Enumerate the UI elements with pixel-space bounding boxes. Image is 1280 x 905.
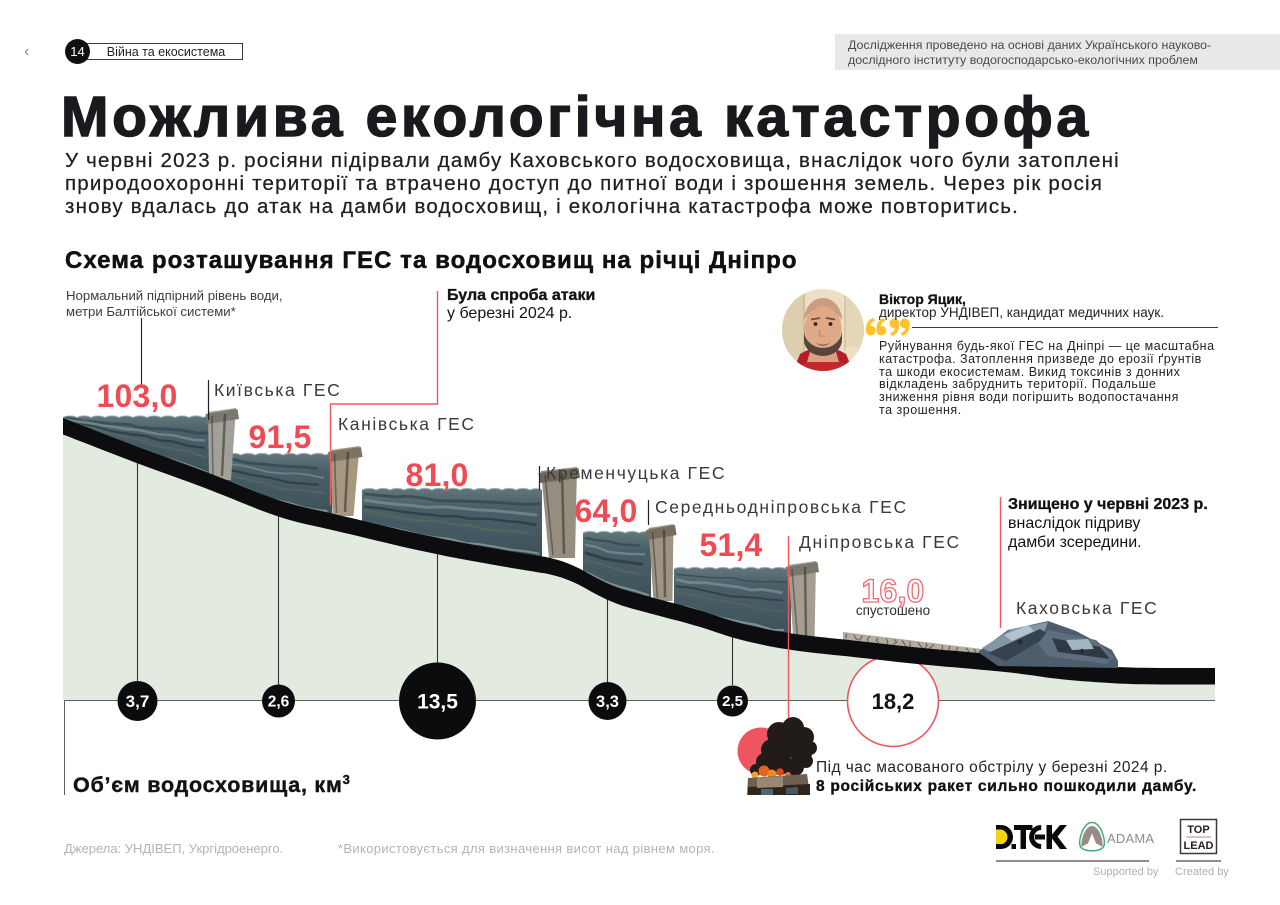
svg-text:3,3: 3,3 xyxy=(596,693,619,711)
svg-text:2,5: 2,5 xyxy=(722,693,743,710)
svg-text:18,2: 18,2 xyxy=(872,689,915,714)
svg-text:LEAD: LEAD xyxy=(1184,840,1214,852)
svg-text:3,7: 3,7 xyxy=(126,692,150,711)
svg-text:2,6: 2,6 xyxy=(268,693,290,710)
svg-text:TOP: TOP xyxy=(1187,824,1209,836)
svg-text:13,5: 13,5 xyxy=(417,690,458,713)
